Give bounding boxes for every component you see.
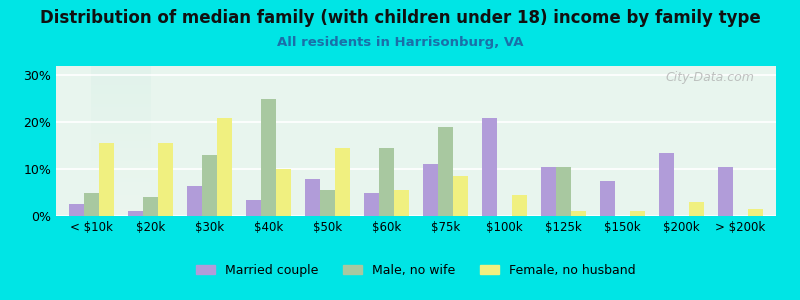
Bar [261,99,276,216]
Bar [217,118,231,216]
Bar [718,167,734,216]
Bar [689,202,704,216]
Text: City-Data.com: City-Data.com [666,70,754,83]
Bar [748,209,762,216]
Bar [394,190,409,216]
Bar [453,176,468,216]
Bar [659,153,674,216]
Bar [556,167,571,216]
Bar [364,193,379,216]
Bar [379,148,394,216]
Bar [320,190,335,216]
Bar [542,167,556,216]
Bar [438,127,453,216]
Bar [187,185,202,216]
Bar [276,169,290,216]
Bar [143,197,158,216]
Bar [571,211,586,216]
Bar [84,193,98,216]
Bar [601,181,615,216]
Bar [630,211,645,216]
Legend: Married couple, Male, no wife, Female, no husband: Married couple, Male, no wife, Female, n… [191,259,641,282]
Bar [335,148,350,216]
Text: All residents in Harrisonburg, VA: All residents in Harrisonburg, VA [277,36,523,49]
Bar [423,164,438,216]
Text: Distribution of median family (with children under 18) income by family type: Distribution of median family (with chil… [40,9,760,27]
Bar [70,204,84,216]
Bar [482,118,497,216]
Bar [128,211,143,216]
Bar [306,178,320,216]
Bar [246,200,261,216]
Bar [158,143,173,216]
Bar [98,143,114,216]
Bar [512,195,526,216]
Bar [202,155,217,216]
